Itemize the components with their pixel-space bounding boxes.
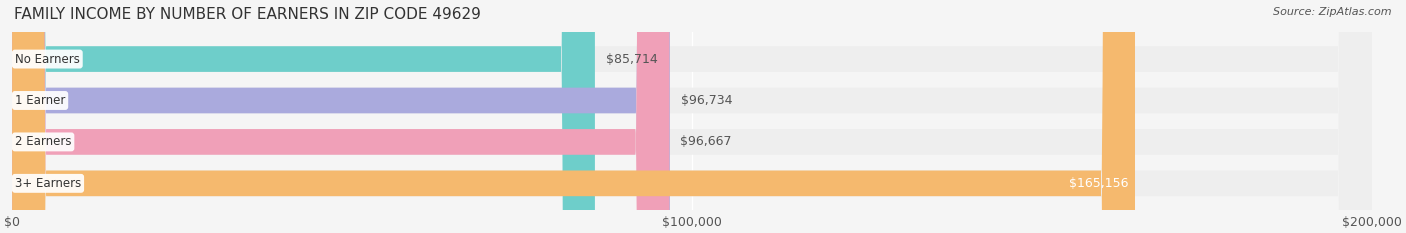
Text: 2 Earners: 2 Earners bbox=[15, 135, 72, 148]
Text: $165,156: $165,156 bbox=[1069, 177, 1128, 190]
FancyBboxPatch shape bbox=[13, 0, 1372, 233]
FancyBboxPatch shape bbox=[13, 0, 1372, 233]
FancyBboxPatch shape bbox=[13, 0, 669, 233]
Text: $85,714: $85,714 bbox=[606, 53, 658, 65]
Text: $96,734: $96,734 bbox=[681, 94, 733, 107]
FancyBboxPatch shape bbox=[13, 0, 1372, 233]
FancyBboxPatch shape bbox=[13, 0, 669, 233]
FancyBboxPatch shape bbox=[13, 0, 595, 233]
Text: $96,667: $96,667 bbox=[681, 135, 731, 148]
Text: 3+ Earners: 3+ Earners bbox=[15, 177, 82, 190]
Text: 1 Earner: 1 Earner bbox=[15, 94, 65, 107]
FancyBboxPatch shape bbox=[13, 0, 1372, 233]
Text: FAMILY INCOME BY NUMBER OF EARNERS IN ZIP CODE 49629: FAMILY INCOME BY NUMBER OF EARNERS IN ZI… bbox=[14, 7, 481, 22]
FancyBboxPatch shape bbox=[13, 0, 1135, 233]
Text: No Earners: No Earners bbox=[15, 53, 80, 65]
Text: Source: ZipAtlas.com: Source: ZipAtlas.com bbox=[1274, 7, 1392, 17]
